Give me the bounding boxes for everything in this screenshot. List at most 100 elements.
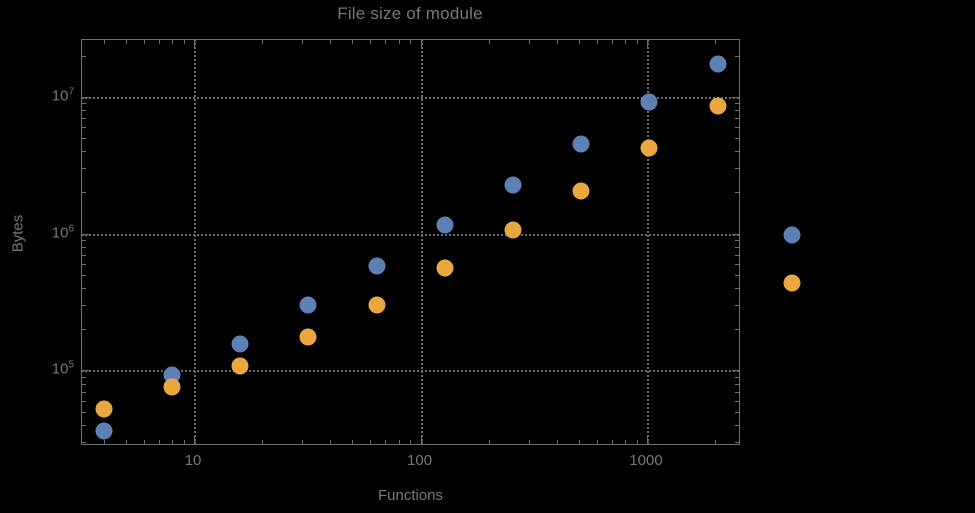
axis-tick-mark <box>735 274 739 276</box>
plot-frame <box>81 39 740 445</box>
x-tick-label: 10 <box>184 452 202 469</box>
axis-tick-mark <box>82 411 86 413</box>
axis-tick-mark <box>735 137 739 139</box>
data-point <box>299 328 317 346</box>
axis-tick-mark <box>352 40 354 44</box>
axis-tick-mark <box>578 40 580 44</box>
data-point <box>572 135 590 153</box>
axis-tick-mark <box>732 370 739 372</box>
axis-tick-mark <box>82 239 86 241</box>
axis-tick-mark <box>82 263 86 265</box>
axis-tick-mark <box>528 440 530 444</box>
axis-tick-mark <box>82 151 86 153</box>
data-point <box>709 97 727 115</box>
axis-tick-mark <box>636 40 638 44</box>
axis-tick-mark <box>82 55 86 57</box>
axis-tick-mark <box>715 440 717 444</box>
legend-swatch[interactable] <box>783 226 801 244</box>
axis-tick-mark <box>82 288 86 289</box>
axis-tick-mark <box>735 441 739 443</box>
axis-tick-mark <box>330 40 332 44</box>
axis-tick-mark <box>172 40 174 44</box>
axis-tick-mark <box>385 40 387 44</box>
axis-tick-mark <box>420 40 422 47</box>
axis-tick-mark <box>611 40 613 44</box>
axis-tick-mark <box>735 411 739 413</box>
axis-tick-mark <box>596 440 598 444</box>
data-point <box>95 400 113 418</box>
axis-tick-mark <box>735 192 739 194</box>
axis-tick-mark <box>194 40 196 47</box>
data-point <box>436 259 454 277</box>
gridline-horizontal <box>82 233 739 236</box>
data-point <box>436 216 454 234</box>
axis-tick-mark <box>735 400 739 402</box>
gridline-vertical <box>647 40 650 444</box>
axis-tick-mark <box>172 440 174 444</box>
axis-tick-mark <box>735 329 739 331</box>
data-point <box>368 296 386 314</box>
axis-tick-mark <box>735 263 739 265</box>
data-point <box>572 182 590 200</box>
axis-tick-mark <box>183 40 185 44</box>
legend-swatch[interactable] <box>783 274 801 292</box>
y-axis-label: Bytes <box>9 214 27 253</box>
chart-title: File size of module <box>337 4 483 23</box>
axis-tick-mark <box>82 246 86 248</box>
axis-tick-mark <box>732 96 739 98</box>
axis-tick-mark <box>715 40 717 44</box>
axis-tick-mark <box>82 441 86 443</box>
axis-tick-mark <box>82 110 86 112</box>
axis-tick-mark <box>82 168 86 170</box>
gridline-horizontal <box>82 370 739 373</box>
axis-tick-mark <box>735 391 739 393</box>
axis-tick-mark <box>735 424 739 426</box>
axis-tick-mark <box>556 40 558 44</box>
gridline-vertical <box>194 40 197 444</box>
axis-tick-mark <box>410 440 412 444</box>
axis-tick-mark <box>143 40 145 44</box>
data-point <box>504 176 522 194</box>
data-point <box>504 221 522 239</box>
axis-tick-mark <box>398 440 400 444</box>
axis-tick-mark <box>528 40 530 44</box>
axis-tick-mark <box>732 233 739 235</box>
data-point <box>231 357 249 375</box>
axis-tick-mark <box>82 383 86 385</box>
axis-tick-mark <box>735 117 739 119</box>
axis-tick-mark <box>385 440 387 444</box>
axis-tick-mark <box>82 370 89 372</box>
axis-tick-mark <box>735 55 739 57</box>
axis-tick-mark <box>352 440 354 444</box>
axis-tick-mark <box>735 110 739 112</box>
axis-tick-mark <box>370 440 372 444</box>
axis-tick-mark <box>596 40 598 44</box>
axis-tick-mark <box>647 437 649 444</box>
axis-tick-mark <box>82 376 86 378</box>
axis-tick-mark <box>625 440 627 444</box>
axis-tick-mark <box>103 40 105 44</box>
axis-tick-mark <box>82 117 86 119</box>
axis-tick-mark <box>735 383 739 385</box>
axis-tick-mark <box>82 274 86 276</box>
data-point <box>163 378 181 396</box>
axis-tick-mark <box>735 246 739 248</box>
x-tick-label: 100 <box>407 452 433 469</box>
axis-tick-mark <box>625 40 627 44</box>
axis-tick-mark <box>82 192 86 194</box>
axis-tick-mark <box>410 40 412 44</box>
axis-tick-mark <box>125 40 127 44</box>
axis-tick-mark <box>103 440 105 444</box>
axis-tick-mark <box>636 440 638 444</box>
x-tick-label: 1000 <box>629 452 663 469</box>
axis-tick-mark <box>556 440 558 444</box>
axis-tick-mark <box>125 440 127 444</box>
axis-tick-mark <box>158 440 160 444</box>
axis-tick-mark <box>735 168 739 170</box>
gridline-vertical <box>420 40 423 444</box>
axis-tick-mark <box>194 437 196 444</box>
axis-tick-mark <box>488 40 490 44</box>
axis-tick-mark <box>578 440 580 444</box>
axis-tick-mark <box>735 103 739 105</box>
